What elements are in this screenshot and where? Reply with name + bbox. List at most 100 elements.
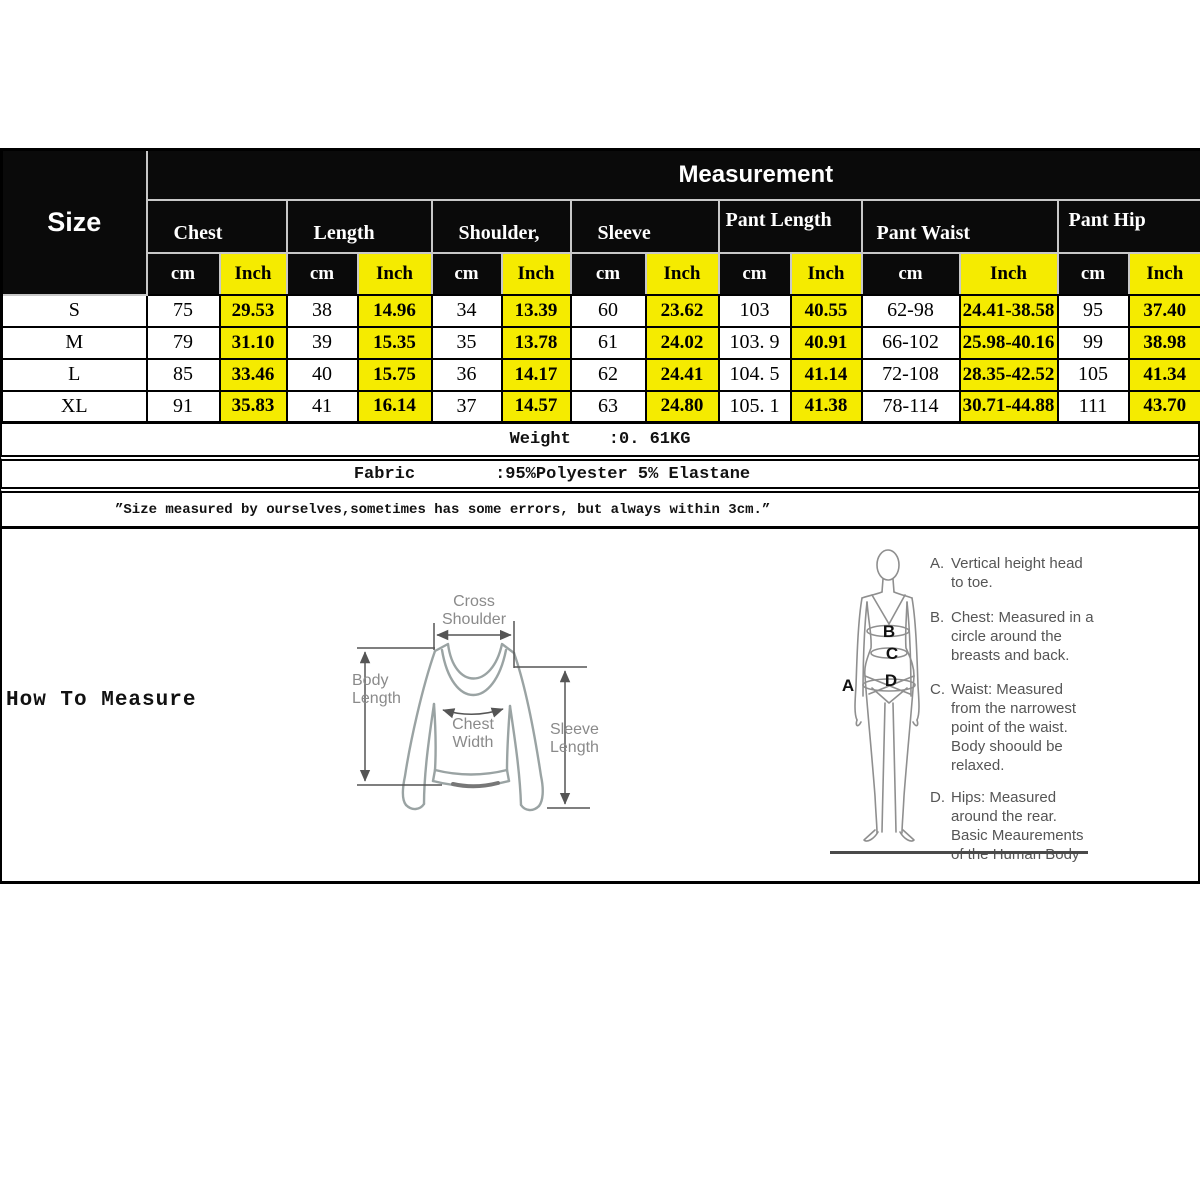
table-cell: 60 [569, 293, 647, 328]
table-cell: 29.53 [218, 293, 288, 328]
figure-label-b: B [883, 622, 895, 641]
table-cell: 40.55 [789, 293, 863, 328]
annotation-c: C. Waist: Measured from the narrowest po… [930, 680, 1076, 775]
annotation-line: Vertical height head [951, 555, 1083, 572]
size-label: S [0, 293, 148, 328]
subheader-inch: Inch [500, 251, 572, 296]
table-cell: 41.38 [789, 389, 863, 424]
table-cell: 41.14 [789, 357, 863, 392]
table-cell: 13.78 [500, 325, 572, 360]
table-row-s: S 75 29.53 38 14.96 34 13.39 60 23.62 10… [0, 293, 1200, 328]
body-length-label: Body [352, 672, 388, 689]
table-row-xl: XL 91 35.83 41 16.14 37 14.57 63 24.80 1… [0, 389, 1200, 424]
weight-value: :0. 61KG [608, 430, 691, 449]
annotation-marker: A. [930, 555, 945, 572]
table-cell: 43.70 [1127, 389, 1200, 424]
subheader-inch: Inch [789, 251, 863, 296]
annotation-line: of the Human Body [951, 846, 1080, 863]
table-cell: 41.34 [1127, 357, 1200, 392]
table-cell: 103 [717, 293, 792, 328]
annotation-marker: B. [930, 609, 945, 626]
fabric-value: :95%Polyester 5% Elastane [495, 464, 751, 484]
table-cell: 25.98-40.16 [958, 325, 1059, 360]
table-cell: 15.75 [356, 357, 433, 392]
how-to-measure-title: How To Measure [6, 689, 197, 712]
subheader-cm: cm [285, 251, 359, 296]
measurement-table: Size Measurement Chest Length Shoulder, … [0, 148, 1200, 424]
table-row-m: M 79 31.10 39 15.35 35 13.78 61 24.02 10… [0, 325, 1200, 360]
table-cell: 111 [1056, 389, 1130, 424]
subheader-cm: cm [717, 251, 792, 296]
table-cell: 24.41 [644, 357, 720, 392]
annotation-line: relaxed. [951, 757, 1005, 774]
table-cell: 13.39 [500, 293, 572, 328]
table-cell: 39 [285, 325, 359, 360]
col-header-shoulder: Shoulder, [430, 198, 572, 254]
annotation-line: breasts and back. [951, 647, 1070, 664]
table-cell: 40 [285, 357, 359, 392]
table-cell: 79 [145, 325, 221, 360]
annotation-d: D. Hips: Measured around the rear. Basic… [930, 788, 1084, 864]
subheader-inch: Inch [958, 251, 1059, 296]
figure-underline [830, 851, 1088, 854]
table-cell: 61 [569, 325, 647, 360]
annotation-line: Waist: Measured [951, 681, 1063, 698]
annotation-a: A. Vertical height head to toe. [930, 554, 1083, 592]
table-cell: 72-108 [860, 357, 961, 392]
annotation-line: Basic Meaurements [951, 827, 1084, 844]
table-cell: 28.35-42.52 [958, 357, 1059, 392]
weight-label: Weight [509, 430, 571, 449]
figure-label-c: C [886, 644, 898, 663]
table-cell: 15.35 [356, 325, 433, 360]
size-note-text: ”Size measured by ourselves,sometimes ha… [115, 501, 771, 518]
garment-outline [401, 642, 544, 812]
table-cell: 24.02 [644, 325, 720, 360]
subheader-inch: Inch [356, 251, 433, 296]
annotation-marker: C. [930, 681, 945, 698]
how-to-measure-section: How To Measure [0, 526, 1200, 884]
table-cell: 38.98 [1127, 325, 1200, 360]
table-cell: 103. 9 [717, 325, 792, 360]
table-cell: 85 [145, 357, 221, 392]
table-cell: 38 [285, 293, 359, 328]
table-cell: 104. 5 [717, 357, 792, 392]
table-cell: 91 [145, 389, 221, 424]
col-header-sleeve: Sleeve [569, 198, 720, 254]
table-cell: 37.40 [1127, 293, 1200, 328]
size-label: XL [0, 389, 148, 424]
annotation-line: Body shoould be [951, 738, 1063, 755]
body-figure-diagram: A B C D [842, 549, 920, 842]
size-note-row: ”Size measured by ourselves,sometimes ha… [0, 487, 1200, 526]
annotation-line: from the narrowest [951, 700, 1077, 717]
size-label: L [0, 357, 148, 392]
subheader-inch: Inch [218, 251, 288, 296]
size-label: M [0, 325, 148, 360]
col-header-pant-hip: Pant Hip [1056, 198, 1200, 254]
subheader-cm: cm [1056, 251, 1130, 296]
table-cell: 62-98 [860, 293, 961, 328]
table-row-l: L 85 33.46 40 15.75 36 14.17 62 24.41 10… [0, 357, 1200, 392]
figure-label-d: D [885, 671, 897, 690]
table-cell: 35.83 [218, 389, 288, 424]
table-cell: 30.71-44.88 [958, 389, 1059, 424]
table-cell: 14.17 [500, 357, 572, 392]
annotation-line: to toe. [951, 574, 993, 591]
fabric-label: Fabric [353, 464, 416, 484]
figure-label-a: A [842, 676, 854, 695]
table-cell: 95 [1056, 293, 1130, 328]
subheader-inch: Inch [1127, 251, 1200, 296]
subheader-inch: Inch [644, 251, 720, 296]
table-cell: 35 [430, 325, 503, 360]
annotation-line: Chest: Measured in a [951, 609, 1094, 626]
table-cell: 36 [430, 357, 503, 392]
cross-shoulder-label: Cross [453, 593, 495, 610]
subheader-cm: cm [569, 251, 647, 296]
table-cell: 16.14 [356, 389, 433, 424]
weight-row: Weight :0. 61KG [0, 424, 1200, 455]
measurement-header: Measurement [145, 148, 1200, 201]
table-cell: 75 [145, 293, 221, 328]
chest-width-label: Chest [452, 716, 494, 733]
measure-arrows [357, 621, 590, 809]
annotation-line: around the rear. [951, 808, 1057, 825]
